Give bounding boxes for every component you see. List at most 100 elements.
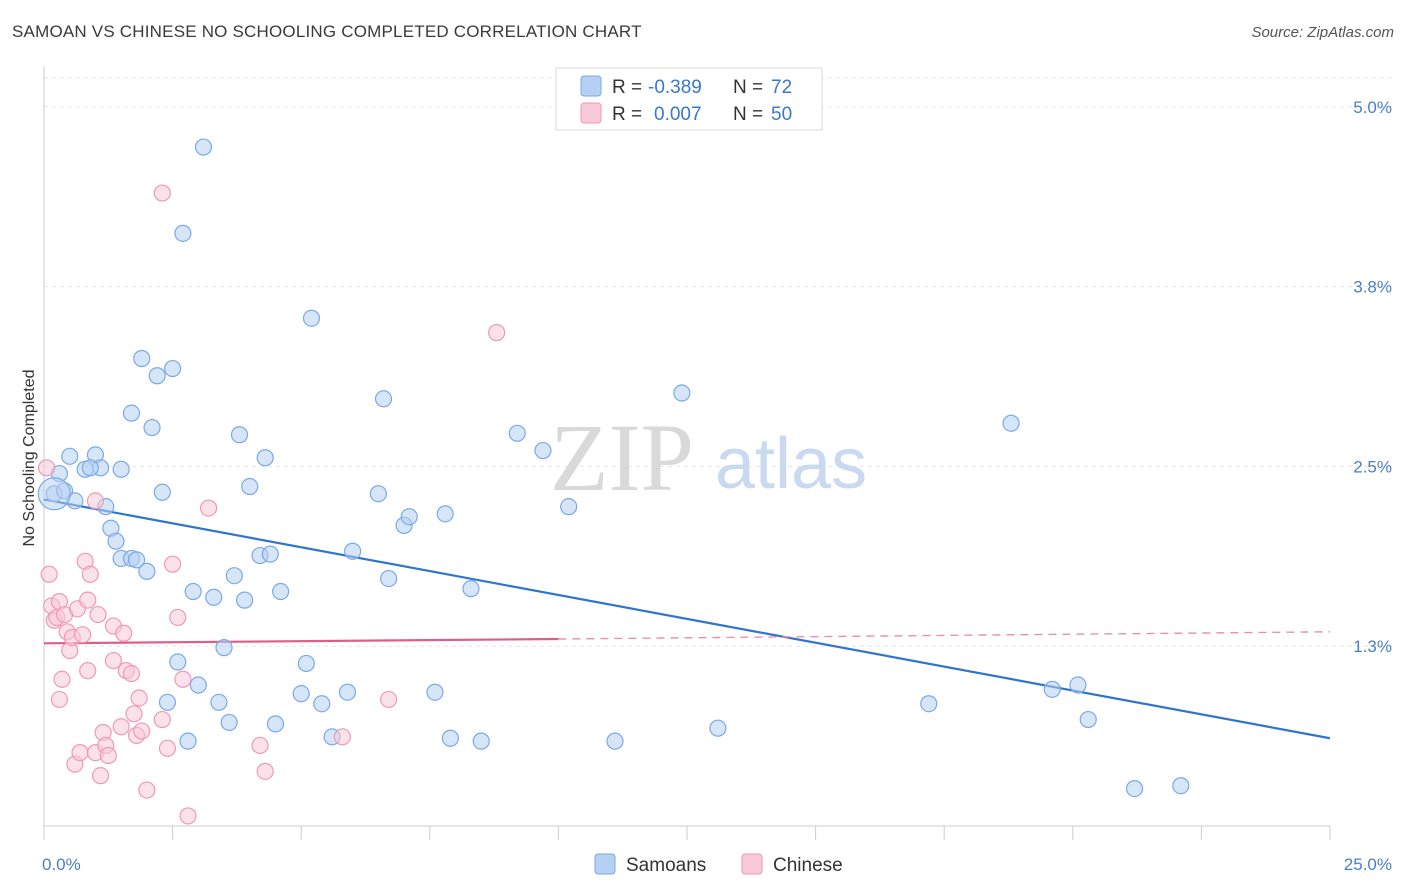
axes [43, 66, 1331, 840]
samoans-point-37 [241, 477, 259, 496]
x-tick-label-1: 25.0% [1344, 855, 1392, 874]
samoans-point-32 [215, 639, 233, 657]
bottom-legend-swatch-chinese [741, 853, 763, 875]
samoans-point-65 [709, 719, 727, 737]
bottom-legend-swatch-samoans [594, 853, 616, 875]
samoans-point-62 [560, 498, 578, 516]
samoans-point-45 [302, 309, 321, 327]
samoans-point-24 [169, 653, 187, 671]
legend-n-value-samoans: 72 [771, 77, 792, 98]
samoans-point-11 [107, 532, 125, 550]
samoans-point-17 [133, 349, 151, 368]
legend-r-value-samoans: -0.389 [648, 77, 702, 98]
chinese-point-35 [130, 689, 148, 707]
samoans-point-18 [138, 562, 156, 580]
chinese-point-27 [104, 651, 123, 670]
chinese-point-43 [153, 184, 171, 202]
y-axis-label: No Schooling Completed [21, 370, 38, 547]
samoans-point-14 [122, 404, 141, 422]
samoans-point-56 [436, 505, 454, 523]
samoans-point-28 [189, 676, 207, 694]
chinese-point-49 [488, 324, 506, 342]
legend-r-label-2: R = [612, 104, 642, 125]
chinese-point-15 [73, 626, 92, 644]
bottom-legend: Samoans Chinese [594, 853, 843, 876]
samoans-point-31 [210, 693, 228, 711]
x-tick-labels: 0.0% 25.0% [42, 855, 1392, 874]
chinese-trend-line-dashed [558, 631, 1331, 640]
samoans-point-8 [81, 459, 99, 477]
chinese-point-7 [50, 690, 69, 709]
samoans-point-52 [369, 485, 387, 503]
samoans-point-66 [920, 695, 938, 713]
gridlines [44, 77, 1392, 647]
bottom-legend-label-chinese: Chinese [773, 855, 843, 876]
samoans-point-30 [205, 588, 223, 606]
chinese-point-40 [164, 555, 182, 573]
x-tick-label-0: 0.0% [42, 855, 81, 874]
legend: R = -0.389 N = 72 R = 0.007 N = 50 [555, 67, 823, 131]
chinese-point-17 [79, 591, 97, 609]
samoans-point-23 [158, 693, 177, 711]
chinese-point-18 [79, 662, 97, 680]
chinese-point-0 [37, 459, 56, 477]
samoans-point-57 [441, 729, 459, 747]
chinese-point-26 [99, 746, 117, 765]
legend-n-label-1: N = [733, 77, 763, 98]
chinese-point-41 [169, 608, 187, 627]
samoans-point-34 [225, 567, 243, 585]
chinese-point-50 [179, 807, 197, 825]
legend-n-value-chinese: 50 [771, 104, 792, 125]
samoans-point-48 [338, 683, 357, 701]
samoans-point-16 [127, 551, 146, 569]
y-tick-label-1: 2.5% [1353, 457, 1392, 476]
chinese-point-32 [122, 664, 141, 683]
watermark: ZIP atlas [550, 404, 867, 511]
chinese-trend-line [43, 637, 559, 645]
chinese-point-1 [40, 565, 58, 583]
legend-r-value-chinese: 0.007 [654, 104, 702, 125]
chinese-point-48 [380, 690, 398, 709]
samoans-point-26 [179, 732, 197, 750]
chinese-point-22 [89, 605, 107, 624]
samoans-point-54 [400, 508, 418, 526]
samoans-point-50 [374, 390, 393, 408]
samoans-point-46 [313, 695, 331, 713]
samoans-point-42 [266, 715, 285, 733]
samoans-point-72 [1172, 777, 1190, 795]
samoans-point-22 [164, 359, 182, 378]
samoans-point-19 [143, 418, 161, 437]
chinese-point-29 [112, 718, 130, 736]
samoans-point-55 [426, 683, 444, 701]
samoans-point-35 [230, 426, 249, 444]
samoans-point-51 [380, 569, 398, 588]
bottom-legend-label-samoans: Samoans [626, 855, 706, 876]
legend-swatch-samoans [580, 75, 602, 97]
y-tick-labels: 1.3% 2.5% 3.8% 5.0% [1353, 98, 1392, 656]
chinese-point-38 [153, 710, 171, 729]
y-tick-label-2: 3.8% [1353, 278, 1392, 297]
samoans-point-12 [112, 460, 130, 478]
chart-source: Source: ZipAtlas.com [1251, 24, 1394, 41]
samoans-point-67 [1002, 414, 1020, 432]
chinese-point-47 [333, 728, 351, 746]
samoans-point-44 [297, 654, 315, 673]
samoans-point-70 [1079, 710, 1097, 729]
data-points [37, 138, 1190, 825]
chinese-point-37 [138, 781, 156, 799]
samoans-trend-line [43, 498, 1331, 740]
samoans-point-41 [272, 582, 290, 601]
y-tick-label-0: 1.3% [1353, 637, 1392, 656]
watermark-atlas: atlas [715, 424, 867, 504]
chinese-point-44 [200, 499, 218, 517]
samoans-point-20 [148, 367, 166, 385]
samoans-point-3 [61, 447, 79, 465]
samoans-point-68 [1043, 680, 1061, 698]
samoans-point-63 [606, 732, 624, 750]
trend-lines [43, 498, 1331, 740]
samoans-point-40 [261, 545, 279, 563]
samoans-point-61 [534, 441, 552, 460]
chart-title: SAMOAN VS CHINESE NO SCHOOLING COMPLETED… [12, 22, 642, 41]
chinese-point-46 [256, 762, 274, 780]
